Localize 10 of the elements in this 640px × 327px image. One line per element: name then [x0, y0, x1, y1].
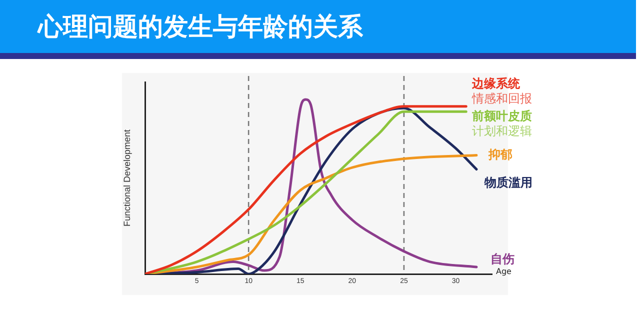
y-axis-title: Functional Development [122, 128, 132, 227]
series-label: 边缘系统 [471, 76, 522, 91]
series-label: 物质滥用 [483, 175, 532, 190]
annotation: 计划和逻辑 [472, 124, 532, 138]
x-axis-title: Age [496, 267, 512, 276]
series-label: 抑郁 [487, 147, 512, 162]
annotation: 情感和回报 [471, 92, 532, 106]
series-label: 前额叶皮质 [471, 108, 532, 123]
chart-title: 心理问题的发生与年龄的关系 [38, 11, 363, 43]
series-label: 自伤 [490, 252, 514, 266]
